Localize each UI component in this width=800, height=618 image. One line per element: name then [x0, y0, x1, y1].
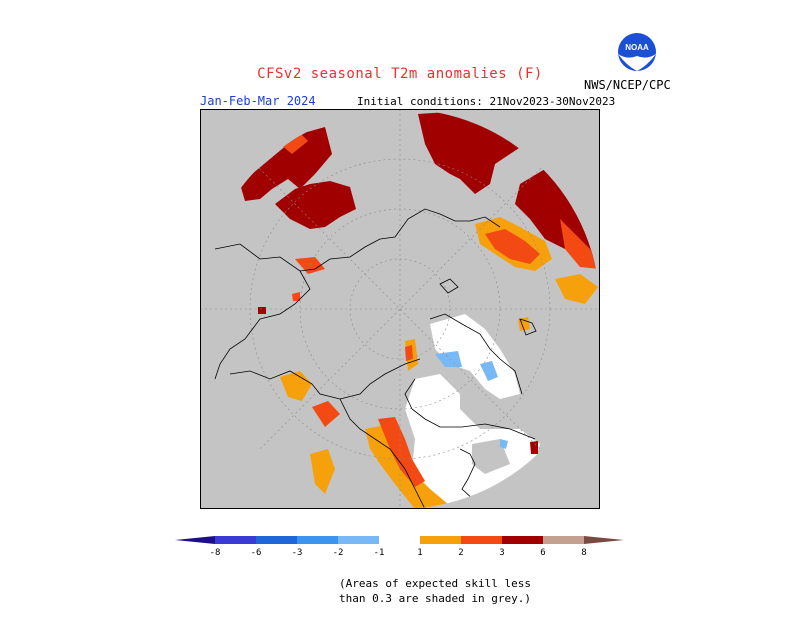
chart-title: CFSv2 seasonal T2m anomalies (F) [257, 66, 543, 82]
anomaly-fields [240, 112, 600, 509]
colorbar-tick-label: -2 [333, 548, 344, 558]
noaa-logo-text: NOAA [625, 43, 649, 52]
cold-region-canada-a [480, 361, 498, 381]
anomaly-region-europe-2to3 [280, 133, 308, 154]
skill-note: (Areas of expected skill less than 0.3 a… [0, 576, 800, 606]
skill-note-line2: than 0.3 are shaded in grey.) [338, 592, 532, 605]
anomaly-region-scandinavia-3to6 [275, 181, 356, 229]
anomaly-region-alaska-2to3 [312, 401, 340, 427]
colorbar-tick-label: 8 [581, 548, 586, 558]
anomaly-region-pacific-1to2-b [310, 449, 335, 494]
colorbar-tick-label: -1 [374, 548, 385, 558]
graticule [200, 109, 600, 509]
colorbar-tick-label: -6 [251, 548, 262, 558]
colorbar-tick-label: 3 [499, 548, 504, 558]
colorbar-tick-label: 6 [540, 548, 545, 558]
anomaly-region-pacific-2to3 [378, 417, 425, 487]
anomaly-region-russia-2to3 [295, 257, 325, 274]
anomaly-region-eastsiberia-2to3 [560, 219, 600, 269]
anomaly-region-europe-3to6 [240, 127, 332, 201]
initial-conditions: Initial conditions: 21Nov2023-30Nov2023 [357, 95, 616, 108]
skill-note-line1: (Areas of expected skill less [338, 577, 532, 590]
colorbar-box [543, 536, 584, 544]
coastlines [214, 208, 537, 509]
cold-region-greenland [435, 351, 462, 367]
colorbar-box [420, 536, 461, 544]
colorbar-boxes [175, 536, 624, 544]
colorbar-box [379, 536, 420, 544]
anomaly-region-canada-arctic-2to3 [405, 345, 413, 361]
colorbar: -8 -6 -3 -2 -1 1 2 3 6 8 [175, 536, 624, 558]
colorbar-arrow-right [584, 536, 624, 544]
colorbar-tick-label: -3 [292, 548, 303, 558]
map-frame [200, 109, 600, 509]
anomaly-region-alaska-1to2 [280, 371, 312, 401]
colorbar-tick-label: 2 [458, 548, 463, 558]
colorbar-box [461, 536, 502, 544]
anomaly-region-russia-small-a [292, 292, 300, 301]
anomaly-region-yakutia-1to2 [555, 274, 598, 304]
colorbar-box [215, 536, 256, 544]
colorbar-ticks: -8 -6 -3 -2 -1 1 2 3 6 8 [210, 548, 587, 558]
neutral-region-canada [405, 374, 540, 509]
forecast-period: Jan-Feb-Mar 2024 [200, 94, 316, 108]
grey-mask-hudson [472, 439, 510, 474]
colorbar-box [338, 536, 379, 544]
colorbar-arrow-left [175, 536, 215, 544]
polar-map [200, 109, 600, 509]
anomaly-region-baffin-3to6 [530, 441, 538, 454]
organization-label: NWS/NCEP/CPC [584, 78, 671, 92]
colorbar-box [297, 536, 338, 544]
cold-region-canada-b [500, 439, 508, 449]
colorbar-box [256, 536, 297, 544]
colorbar-box [502, 536, 543, 544]
colorbar-tick-label: -8 [210, 548, 221, 558]
anomaly-region-chukotka-2to3 [485, 229, 540, 264]
noaa-logo-icon: NOAA [618, 33, 656, 71]
anomaly-region-russia-small-b [258, 307, 266, 314]
neutral-region-greenland [430, 314, 520, 399]
anomaly-region-banks-1to2 [518, 317, 530, 331]
colorbar-tick-label: 1 [417, 548, 422, 558]
